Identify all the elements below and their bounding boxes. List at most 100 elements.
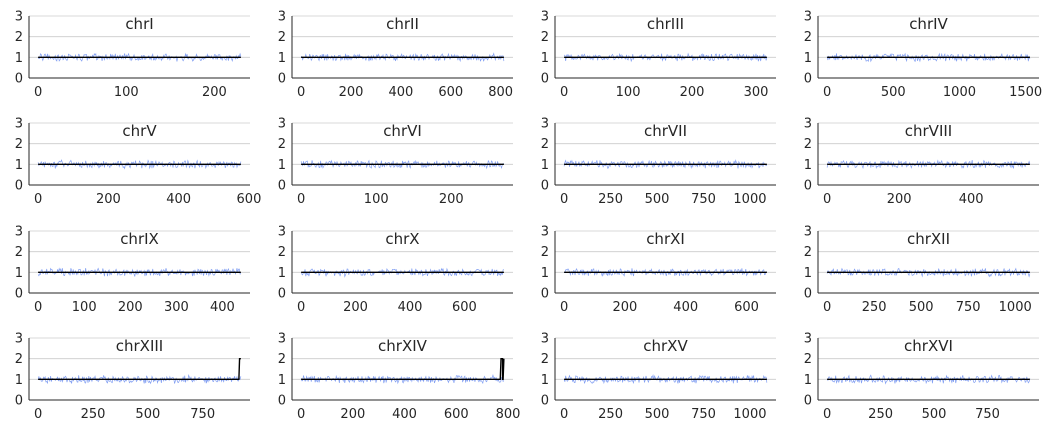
x-tick-label: 0 [297, 300, 305, 315]
y-tick-label: 1 [804, 51, 812, 66]
y-tick-label: 3 [15, 332, 23, 347]
x-tick-label: 100 [114, 85, 139, 100]
panel-title: chrXI [646, 230, 685, 248]
panel-title: chrVI [383, 122, 422, 140]
x-tick-label: 0 [297, 407, 305, 422]
y-tick-label: 3 [804, 332, 812, 347]
y-tick-label: 2 [15, 352, 23, 367]
x-tick-label: 300 [164, 300, 189, 315]
x-tick-label: 1500 [1009, 85, 1042, 100]
x-tick-label: 250 [868, 407, 893, 422]
x-tick-label: 800 [496, 407, 521, 422]
y-tick-label: 1 [15, 373, 23, 388]
coverage-trace-chri [37, 52, 242, 62]
x-tick-label: 400 [673, 300, 698, 315]
x-tick-label: 400 [388, 85, 413, 100]
x-tick-label: 200 [343, 300, 368, 315]
panel-title: chrX [385, 230, 419, 248]
y-tick-label: 3 [15, 117, 23, 132]
x-tick-label: 250 [598, 192, 623, 207]
x-tick-label: 0 [297, 85, 305, 100]
y-tick-label: 0 [15, 179, 23, 194]
y-tick-label: 3 [541, 117, 549, 132]
y-tick-label: 0 [278, 287, 286, 302]
y-tick-label: 1 [804, 266, 812, 281]
y-tick-label: 2 [15, 137, 23, 152]
x-tick-label: 200 [339, 85, 364, 100]
y-tick-label: 1 [278, 266, 286, 281]
x-tick-label: 400 [166, 192, 191, 207]
x-tick-label: 0 [34, 192, 42, 207]
panel-chrvii: 0 1 2 3 0 250 500 750 1000 chrVII [541, 117, 776, 207]
x-tick-label: 1000 [943, 85, 976, 100]
y-tick-label: 0 [278, 72, 286, 87]
y-tick-label: 3 [804, 225, 812, 240]
panel-title: chrXII [907, 230, 950, 248]
y-tick-label: 3 [278, 10, 286, 25]
panel-chrx: 0 1 2 3 0 200 400 600 chrX [278, 225, 513, 315]
panel-title: chrIV [909, 15, 948, 33]
coverage-trace-chrviii [826, 159, 1031, 170]
y-tick-label: 1 [541, 266, 549, 281]
x-tick-label: 500 [881, 85, 906, 100]
x-tick-label: 100 [364, 192, 389, 207]
y-tick-label: 0 [541, 72, 549, 87]
x-tick-label: 600 [452, 300, 477, 315]
panel-title: chrXVI [904, 337, 953, 355]
panel-chrxiv: 0 1 2 3 0 200 400 600 800 chrXIV [278, 332, 521, 423]
x-tick-label: 750 [956, 300, 981, 315]
x-tick-label: 250 [81, 407, 106, 422]
x-tick-label: 400 [959, 192, 984, 207]
x-tick-label: 300 [744, 85, 769, 100]
y-tick-label: 0 [804, 394, 812, 409]
x-tick-label: 200 [340, 407, 365, 422]
x-tick-label: 0 [823, 192, 831, 207]
panel-chrxvi: 0 1 2 3 0 250 500 750 chrXVI [804, 332, 1039, 422]
y-tick-label: 2 [278, 137, 286, 152]
panel-title: chrXV [643, 337, 688, 355]
y-tick-label: 3 [15, 225, 23, 240]
y-tick-label: 1 [804, 373, 812, 388]
x-tick-label: 400 [398, 300, 423, 315]
y-tick-label: 2 [541, 30, 549, 45]
y-tick-label: 2 [278, 245, 286, 260]
x-tick-label: 200 [887, 192, 912, 207]
y-tick-label: 1 [15, 266, 23, 281]
y-tick-label: 1 [278, 158, 286, 173]
coverage-trace-chrx [300, 267, 505, 278]
y-tick-label: 0 [15, 287, 23, 302]
panel-chriv: 0 1 2 3 0 500 1000 1500 chrIV [804, 10, 1042, 101]
x-tick-label: 750 [975, 407, 1000, 422]
y-tick-label: 2 [804, 30, 812, 45]
x-tick-label: 100 [616, 85, 641, 100]
x-tick-label: 750 [691, 407, 716, 422]
panel-title: chrI [125, 15, 153, 33]
copy-number-line-chrxiv [301, 357, 505, 381]
y-tick-label: 1 [278, 373, 286, 388]
panel-chrix: 0 1 2 3 0 100 200 300 400 chrIX [15, 225, 250, 315]
y-tick-label: 1 [15, 51, 23, 66]
x-tick-label: 500 [645, 192, 670, 207]
x-tick-label: 600 [237, 192, 262, 207]
y-tick-label: 3 [804, 117, 812, 132]
x-tick-label: 1000 [733, 192, 766, 207]
y-tick-label: 1 [541, 51, 549, 66]
y-tick-label: 0 [541, 287, 549, 302]
y-tick-label: 2 [804, 352, 812, 367]
x-tick-label: 600 [438, 85, 463, 100]
x-tick-label: 0 [823, 407, 831, 422]
x-tick-label: 0 [560, 192, 568, 207]
y-tick-label: 2 [541, 137, 549, 152]
y-tick-label: 2 [541, 352, 549, 367]
panel-title: chrV [122, 122, 157, 140]
x-tick-label: 0 [823, 85, 831, 100]
y-tick-label: 2 [804, 137, 812, 152]
x-tick-label: 600 [734, 300, 759, 315]
x-tick-label: 500 [135, 407, 160, 422]
panel-chrxi: 0 1 2 3 0 200 400 600 chrXI [541, 225, 776, 315]
y-tick-label: 2 [278, 352, 286, 367]
y-tick-label: 2 [15, 245, 23, 260]
y-tick-label: 2 [15, 30, 23, 45]
y-tick-label: 2 [278, 30, 286, 45]
